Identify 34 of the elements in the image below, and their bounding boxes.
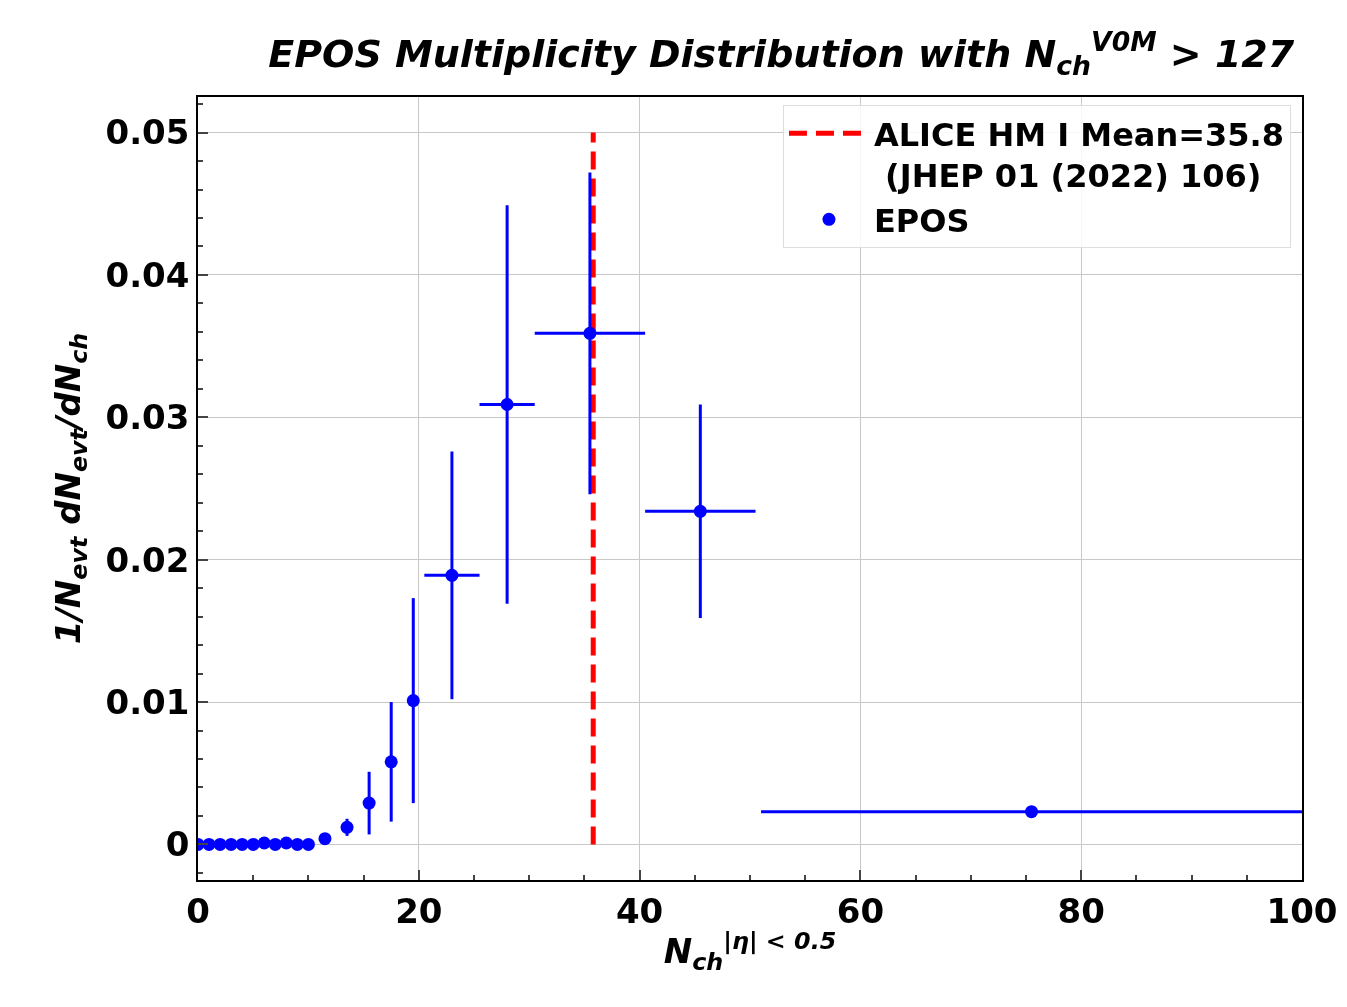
point bbox=[257, 836, 271, 850]
point bbox=[202, 837, 216, 851]
point bbox=[362, 796, 376, 810]
x-tick-label: 20 bbox=[395, 890, 443, 931]
point bbox=[406, 694, 420, 708]
y-tick-label: 0 bbox=[165, 824, 190, 865]
x-tick-label: 60 bbox=[836, 890, 885, 931]
point bbox=[301, 837, 315, 851]
legend-label: EPOS bbox=[873, 201, 970, 240]
point bbox=[213, 837, 227, 851]
point bbox=[279, 836, 293, 850]
point bbox=[384, 755, 398, 769]
y-tick-label: 0.02 bbox=[105, 539, 190, 580]
point bbox=[445, 568, 459, 582]
point bbox=[290, 837, 304, 851]
point bbox=[224, 837, 238, 851]
point bbox=[246, 837, 260, 851]
x-tick-label: 100 bbox=[1266, 890, 1338, 931]
y-tick-label: 0.05 bbox=[105, 112, 190, 153]
point bbox=[583, 326, 597, 340]
point bbox=[500, 398, 514, 411]
point bbox=[318, 832, 332, 846]
x-tick-label: 40 bbox=[615, 890, 664, 931]
point bbox=[268, 837, 282, 851]
y-tick-label: 0.04 bbox=[105, 254, 190, 295]
x-tick-label: 80 bbox=[1057, 890, 1105, 931]
y-tick-label: 0.03 bbox=[105, 397, 190, 438]
point bbox=[340, 820, 354, 834]
legend-label: ALICE HM I Mean=35.8 (JHEP 01 (2022) 106) bbox=[873, 115, 1285, 196]
point bbox=[235, 837, 249, 851]
y-tick-label: 0.01 bbox=[105, 681, 190, 722]
point bbox=[693, 504, 707, 518]
chart-title: EPOS Multiplicity Distribution with N$_{ch}$$^{V0M}$ > 127 bbox=[268, 25, 1295, 81]
point bbox=[1025, 805, 1039, 819]
